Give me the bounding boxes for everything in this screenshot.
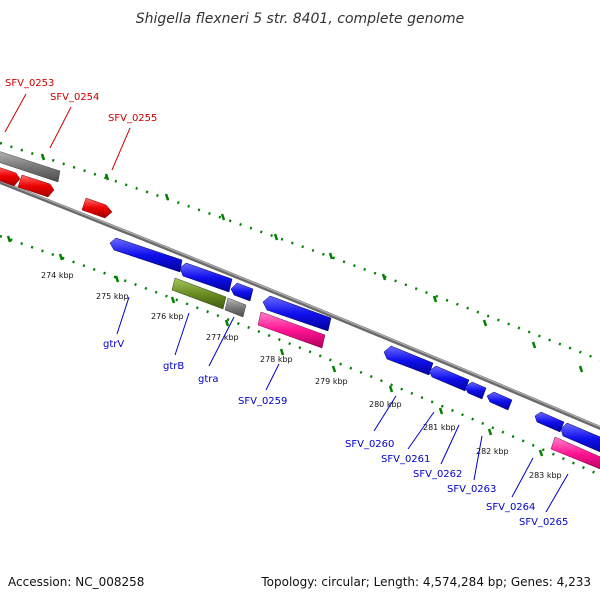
scale-label: 281 kbp xyxy=(423,423,456,432)
gene-arrow-blue xyxy=(560,422,600,453)
forward-features xyxy=(0,151,113,219)
topology-text: Topology: circular; Length: 4,574,284 bp… xyxy=(260,575,591,589)
gene-label: SFV_0254 xyxy=(50,92,99,103)
scale-label: 282 kbp xyxy=(476,447,509,456)
gene-arrow-pink xyxy=(257,311,326,349)
gene-label: SFV_0262 xyxy=(413,469,462,480)
forward-gene-labels: SFV_0253 SFV_0254 SFV_0255 xyxy=(5,78,157,124)
gene-arrow-red xyxy=(17,174,55,198)
gene-arrow-blue xyxy=(534,411,565,433)
reverse-gene-labels: gtrV gtrB gtra SFV_0259 SFV_0260 SFV_026… xyxy=(103,339,568,528)
scale-label: 275 kbp xyxy=(96,292,129,301)
inner-tick-track xyxy=(0,234,600,477)
label-connectors xyxy=(4,93,569,513)
gene-arrow-gray xyxy=(224,297,247,318)
gene-arrow-red xyxy=(81,197,113,219)
gene-arrow-blue xyxy=(486,391,513,411)
scale-label: 276 kbp xyxy=(151,312,184,321)
gene-label: SFV_0253 xyxy=(5,78,54,89)
gene-label: SFV_0264 xyxy=(486,502,535,513)
gene-label: SFV_0260 xyxy=(345,439,394,450)
scale-label: 278 kbp xyxy=(260,355,293,364)
genome-backbone-highlight xyxy=(0,180,600,428)
scale-label: 283 kbp xyxy=(529,471,562,480)
gene-label: SFV_0261 xyxy=(381,454,430,465)
gene-label: gtra xyxy=(198,374,219,385)
reverse-features xyxy=(109,237,600,470)
gene-label: gtrV xyxy=(103,339,124,350)
gene-label: SFV_0263 xyxy=(447,484,496,495)
map-title: Shigella flexneri 5 str. 8401, complete … xyxy=(136,11,465,27)
gene-arrow-blue xyxy=(179,262,233,293)
gene-arrow-blue xyxy=(383,345,434,376)
gene-label: SFV_0255 xyxy=(108,113,157,124)
gene-arrow-blue xyxy=(428,365,470,392)
scale-label: 274 kbp xyxy=(41,271,74,280)
accession-text: Accession: NC_008258 xyxy=(8,575,144,589)
scale-label: 277 kbp xyxy=(206,333,239,342)
gene-arrow-blue xyxy=(464,381,487,400)
scale-labels: 274 kbp 275 kbp 276 kbp 277 kbp 278 kbp … xyxy=(41,271,562,480)
scale-label: 279 kbp xyxy=(315,377,348,386)
gene-arrow-olive xyxy=(171,277,227,310)
gene-label: gtrB xyxy=(163,361,184,372)
genome-backbone xyxy=(0,179,600,431)
gene-arrow-blue xyxy=(262,295,332,332)
gene-label: SFV_0259 xyxy=(238,396,287,407)
outer-major-ticks xyxy=(40,153,584,373)
gene-arrow-blue xyxy=(230,282,254,302)
scale-label: 280 kbp xyxy=(369,400,402,409)
inner-major-ticks xyxy=(6,235,544,457)
outer-tick-track xyxy=(0,141,600,362)
gene-arrow-pink xyxy=(550,436,600,470)
gene-arrow-blue xyxy=(109,237,183,273)
gene-label: SFV_0265 xyxy=(519,517,568,528)
gene-arrow-gray xyxy=(0,151,61,183)
gene-arrow-red xyxy=(0,167,21,187)
